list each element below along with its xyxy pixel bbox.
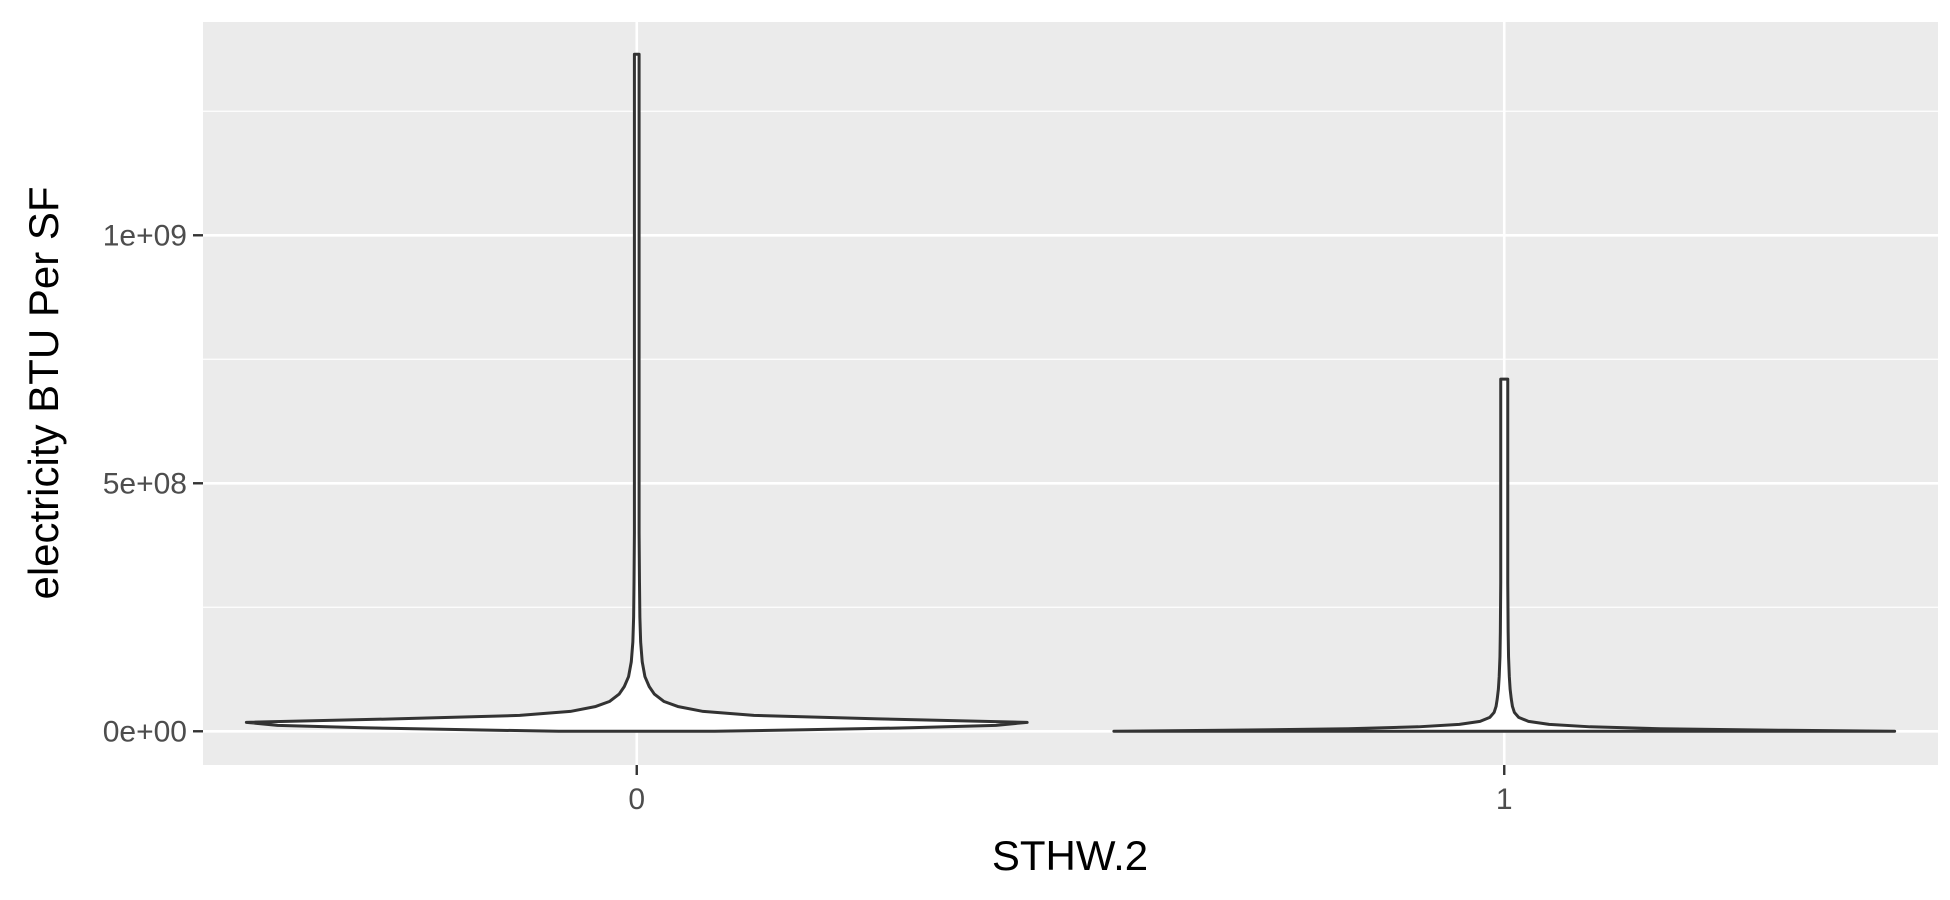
y-axis: 0e+00 5e+08 1e+09 — [103, 219, 203, 748]
y-tick-label: 0e+00 — [103, 715, 187, 748]
y-tick-label: 1e+09 — [103, 219, 187, 252]
x-tick-label: 1 — [1496, 783, 1513, 816]
violin-0 — [244, 52, 1029, 733]
x-axis-title: STHW.2 — [992, 832, 1148, 879]
violins — [244, 52, 1897, 733]
x-tick-label: 0 — [628, 783, 645, 816]
violin-1 — [1112, 377, 1897, 733]
plot-panel — [203, 22, 1938, 765]
y-axis-title: electricity BTU Per SF — [20, 186, 67, 599]
minor-gridlines — [203, 110, 1938, 608]
y-tick-label: 5e+08 — [103, 467, 187, 500]
